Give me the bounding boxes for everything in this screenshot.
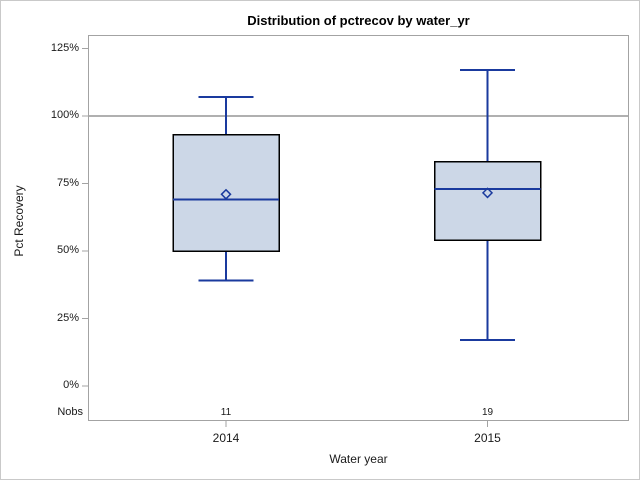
mean-marker-2014 bbox=[220, 188, 232, 200]
y-tick-label-125%: 125% bbox=[50, 41, 79, 54]
nobs-value-2015: 19 bbox=[481, 407, 494, 418]
y-tick-label-25%: 25% bbox=[56, 311, 79, 324]
y-tick-label-50%: 50% bbox=[56, 244, 79, 256]
y-tick-label-75%: 75% bbox=[56, 176, 79, 189]
mean-marker-2015 bbox=[481, 187, 494, 199]
plot-frame bbox=[88, 35, 629, 421]
nobs-value-2014: 11 bbox=[220, 407, 232, 418]
x-tick-label-2015: 2015 bbox=[474, 431, 501, 445]
y-tick-label-100%: 100% bbox=[50, 109, 79, 121]
x-axis-label: Water year bbox=[329, 452, 388, 466]
y-tick-label-0%: 0% bbox=[63, 379, 79, 391]
nobs-row-label: Nobs bbox=[57, 406, 83, 418]
box-2014 bbox=[172, 134, 280, 252]
x-tick-label-2014: 2014 bbox=[212, 431, 240, 445]
box-2015 bbox=[433, 161, 542, 241]
chart-title: Distribution of pctrecov by water_yr bbox=[247, 13, 470, 28]
